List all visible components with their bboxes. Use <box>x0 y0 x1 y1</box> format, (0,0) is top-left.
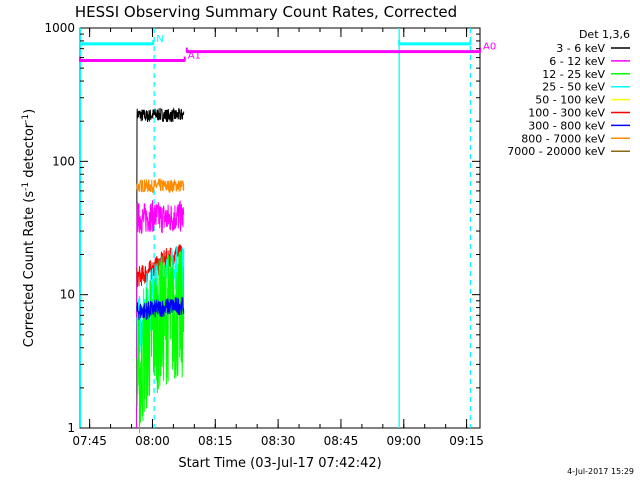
legend-item-label: 50 - 100 keV <box>535 94 605 107</box>
flag-bar-label: A1 <box>188 51 201 62</box>
series-line <box>136 250 185 434</box>
legend-item-label: 800 - 7000 keV <box>521 132 605 145</box>
series-line <box>136 107 185 418</box>
y-tick-label: 10 <box>60 288 75 302</box>
series-line <box>136 178 185 194</box>
x-tick-label: 08:15 <box>198 434 233 448</box>
x-tick-label: 08:30 <box>261 434 296 448</box>
y-tick-label: 1000 <box>44 21 75 35</box>
legend-title: Det 1,3,6 <box>579 28 630 41</box>
x-tick-label: 08:45 <box>324 434 359 448</box>
axis-ticks: 1 10 100 1000 07:45 08:00 08:15 08:30 08:45 09:00… <box>44 21 483 448</box>
x-axis-label: Start Time (03-Jul-17 07:42:42) <box>178 456 381 471</box>
legend-item-label: 25 - 50 keV <box>542 81 605 94</box>
x-tick-label: 09:15 <box>449 434 484 448</box>
y-axis-label: Corrected Count Rate (s-1 detector-1) <box>21 109 37 347</box>
legend-item-label: 12 - 25 keV <box>542 68 605 81</box>
y-axis-label-main: Corrected Count Rate (s <box>22 191 37 348</box>
legend-item-label: 100 - 300 keV <box>528 107 605 120</box>
flag-bars: N A0 A1 <box>79 34 496 63</box>
footer-date: 4-Jul-2017 15:29 <box>567 467 634 476</box>
series-lines <box>136 107 185 434</box>
x-tick-label: 08:00 <box>135 434 170 448</box>
chart-title: HESSI Observing Summary Count Rates, Cor… <box>75 3 457 21</box>
y-tick-label: 100 <box>52 154 75 168</box>
x-tick-label: 07:45 <box>72 434 107 448</box>
series-line <box>136 296 185 320</box>
series-line <box>136 244 185 288</box>
legend-item-label: 3 - 6 keV <box>556 42 605 55</box>
legend-item-label: 7000 - 20000 keV <box>507 145 605 158</box>
y-axis-label-sup2: -1 <box>21 114 31 123</box>
legend-item-label: 6 - 12 keV <box>549 55 605 68</box>
x-tick-label: 09:00 <box>386 434 421 448</box>
y-axis-label-mid: detector <box>22 122 37 182</box>
y-tick-label: 1 <box>67 421 75 435</box>
y-axis-label-sup1: -1 <box>21 182 31 191</box>
flag-bar-label: A0 <box>483 42 496 53</box>
flag-bar-label: N <box>156 34 163 45</box>
y-axis-label-end: ) <box>22 109 37 114</box>
series-line <box>136 200 185 429</box>
legend-item-label: 300 - 800 keV <box>528 119 605 132</box>
